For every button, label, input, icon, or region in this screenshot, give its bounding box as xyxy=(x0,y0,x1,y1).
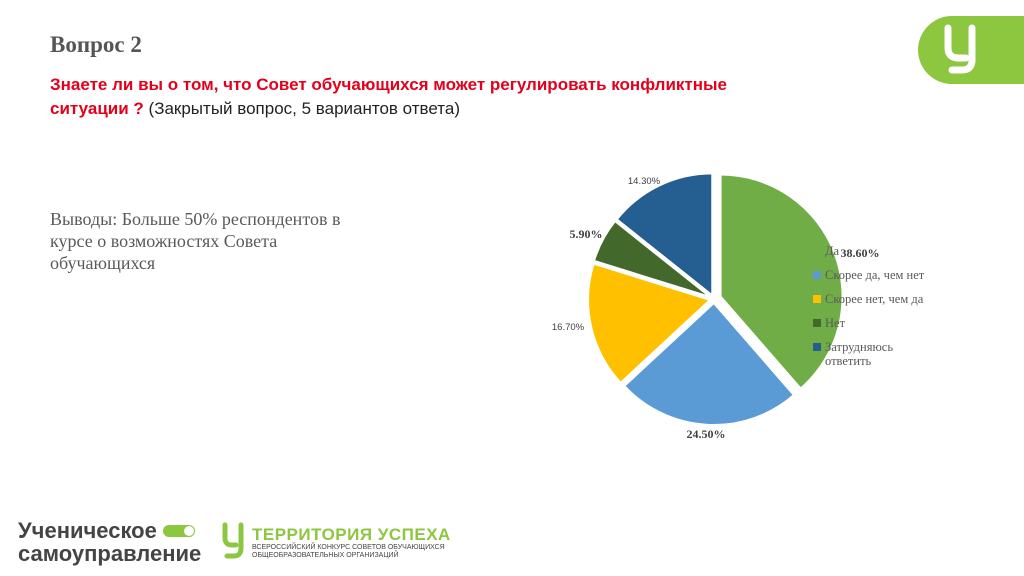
legend-item: Скорее да, чем нет xyxy=(813,268,935,292)
legend-swatch xyxy=(813,319,821,327)
pie-slice xyxy=(615,172,714,298)
question-text: Знаете ли вы о том, что Совет обучающихс… xyxy=(50,73,810,121)
conclusion-text: Выводы: Больше 50% респондентов в курсе … xyxy=(50,209,341,273)
data-label: 16.70% xyxy=(552,322,585,333)
legend-swatch xyxy=(813,295,821,303)
logo-line2: самоуправление xyxy=(18,541,202,566)
data-label: 38.60% xyxy=(841,246,880,260)
question-bold: Знаете ли вы о том, что Совет обучающихс… xyxy=(50,75,727,118)
chart-legend: Да Скорее да, чем нет Скорее нет, чем да… xyxy=(813,244,935,368)
data-label: 14.30% xyxy=(628,176,661,187)
legend-item: Скорее нет, чем да xyxy=(813,292,935,316)
toggle-pill-icon xyxy=(162,525,195,537)
pie-slice xyxy=(719,173,844,390)
pie-slice xyxy=(622,301,796,426)
legend-swatch xyxy=(813,247,821,255)
territory-title: ТЕРРИТОРИЯ УСПЕХА xyxy=(252,525,451,544)
data-label: 24.50% xyxy=(687,427,726,441)
data-label: 5.90% xyxy=(570,227,603,241)
brand-u-icon xyxy=(944,24,976,74)
slide-title: Вопрос 2 xyxy=(50,32,142,57)
logo-line1: Ученическое xyxy=(18,518,157,543)
brand-logo-tab xyxy=(918,16,1024,84)
student-government-logo: Ученическое самоуправление xyxy=(18,520,201,566)
pie-slice xyxy=(587,262,713,385)
territory-u-icon xyxy=(222,522,244,559)
question-note: (Закрытый вопрос, 5 вариантов ответа) xyxy=(143,99,460,118)
legend-item: Нет xyxy=(813,316,935,340)
territory-subtitle: Всероссийский конкурс советов обучающихс… xyxy=(252,544,445,559)
legend-item: Да xyxy=(813,244,935,268)
legend-swatch xyxy=(813,343,821,351)
legend-swatch xyxy=(813,271,821,279)
legend-item: Затрудняюсь ответить xyxy=(813,340,935,368)
pie-slice xyxy=(592,219,712,299)
